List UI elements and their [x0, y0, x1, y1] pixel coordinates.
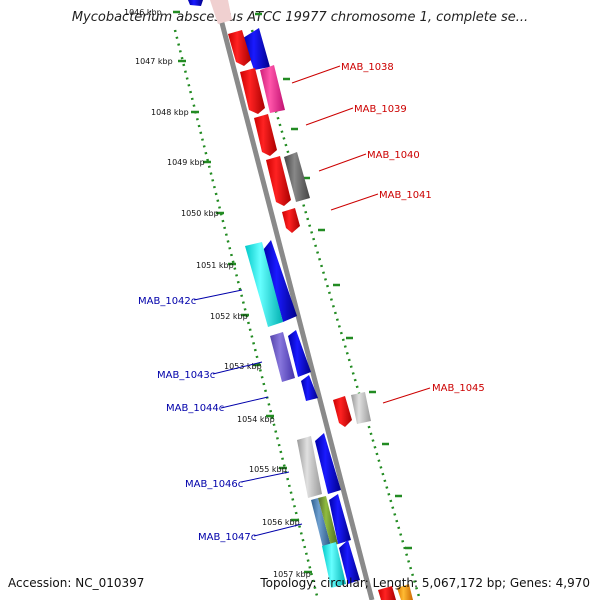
tick-label: 1049 kbp: [167, 158, 205, 167]
gene-label-mab-1043c: MAB_1043c: [157, 370, 215, 381]
gene-label-mab-1041: MAB_1041: [379, 190, 432, 201]
callout-line: [193, 289, 243, 301]
tick-label: 1050 kbp: [181, 209, 219, 218]
feature-rev-blue-2: [263, 240, 297, 322]
callout-line: [291, 65, 341, 84]
feature-steelblue-1: [311, 498, 331, 548]
tick-label: 1051 kbp: [196, 261, 234, 270]
feature-rev-blue-6: [329, 494, 351, 544]
gene-label-mab-1040: MAB_1040: [367, 150, 420, 161]
gene-label-mab-1042c: MAB_1042c: [138, 296, 196, 307]
feature-olive-1: [318, 496, 338, 546]
feature-rev-blue-1: [243, 28, 270, 70]
feature-rev-red-bottom: [378, 586, 396, 600]
outer-tick-marks: [255, 12, 412, 550]
gene-label-mab-1044c: MAB_1044c: [166, 403, 224, 414]
callout-line: [382, 387, 431, 404]
callout-line: [212, 361, 263, 375]
feature-rev-blue-4: [301, 375, 318, 401]
gene-label-mab-1045: MAB_1045: [432, 383, 485, 394]
feature-rev-blue-3: [288, 330, 311, 377]
tick-label: 1047 kbp: [135, 57, 173, 66]
callout-line: [240, 471, 290, 483]
feature-red-mab1045: [333, 396, 352, 427]
feature-purple-1: [270, 332, 295, 382]
feature-red-3: [254, 114, 277, 156]
tick-label: 1055 kbp: [249, 465, 287, 474]
forward-features[interactable]: [210, 0, 371, 588]
feature-white-top: [210, 0, 232, 24]
forward-gene-callouts[interactable]: MAB_1038 MAB_1039 MAB_1040 MAB_1041 MAB_…: [291, 62, 485, 404]
feature-cyan-1: [245, 242, 283, 327]
gene-label-mab-1038: MAB_1038: [341, 62, 394, 73]
gene-label-mab-1046c: MAB_1046c: [185, 479, 243, 490]
feature-lightgray-2: [297, 436, 322, 498]
feature-rev-blue-top: [188, 0, 203, 6]
genome-backbone: [213, 0, 375, 600]
feature-cyan-2: [322, 542, 346, 588]
feature-red-1: [228, 30, 251, 66]
map-title: Mycobacterium abscessus ATCC 19977 chrom…: [71, 10, 529, 25]
feature-rev-orange-bottom: [397, 584, 413, 600]
topology-text: Topology: circular; Length: 5,067,172 bp…: [260, 576, 590, 590]
gene-label-mab-1039: MAB_1039: [354, 104, 407, 115]
tick-label: 1046 kbp: [124, 8, 162, 17]
tick-label: 1048 kbp: [151, 108, 189, 117]
reverse-gene-callouts[interactable]: MAB_1042c MAB_1043c MAB_1044c MAB_1046c …: [138, 289, 303, 543]
tick-label: 1052 kbp: [210, 312, 248, 321]
callout-line: [253, 523, 303, 537]
callout-line: [318, 153, 367, 172]
gene-label-mab-1047c: MAB_1047c: [198, 532, 256, 543]
feature-lightgray-mab1045: [351, 392, 371, 424]
feature-rev-blue-5: [315, 433, 341, 494]
tick-marks: [173, 10, 312, 574]
feature-rev-magenta-1: [260, 65, 285, 113]
reverse-features[interactable]: [188, 0, 413, 600]
feature-red-5: [282, 208, 300, 233]
callout-line: [220, 396, 269, 409]
outer-dotted-track: [250, 29, 422, 600]
accession-text: Accession: NC_010397: [8, 576, 145, 590]
feature-red-4: [266, 156, 291, 206]
tick-label: 1054 kbp: [237, 415, 275, 424]
callout-line: [330, 193, 379, 211]
feature-red-2: [240, 68, 265, 114]
feature-rev-blue-7: [339, 540, 360, 584]
tick-label: 1056 kbp: [262, 518, 300, 527]
callout-line: [305, 107, 354, 126]
feature-rev-darkgray: [284, 152, 310, 202]
tick-label: 1057 kbp: [273, 570, 311, 579]
